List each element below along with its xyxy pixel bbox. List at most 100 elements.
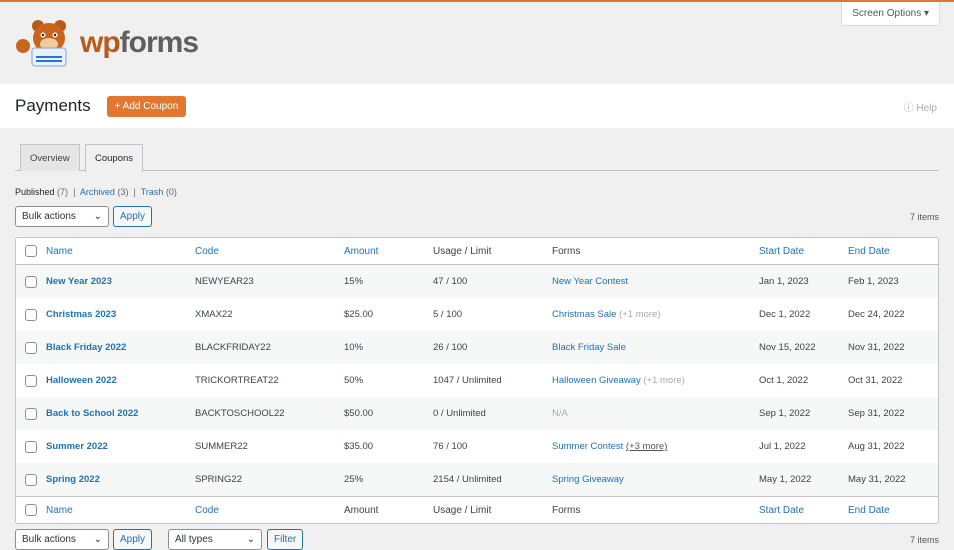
col-name[interactable]: Name — [46, 504, 73, 516]
row-checkbox[interactable] — [25, 407, 37, 420]
coupon-name-link[interactable]: Summer 2022 — [46, 441, 108, 452]
select-all-checkbox[interactable] — [25, 245, 37, 257]
more-forms[interactable]: (+3 more) — [625, 441, 668, 452]
start-date: Sep 1, 2022 — [759, 408, 811, 419]
coupon-amount: $50.00 — [344, 408, 374, 419]
coupon-forms: New Year Contest — [552, 276, 759, 287]
coupon-amount: 10% — [344, 342, 364, 353]
end-date: May 31, 2022 — [848, 474, 906, 485]
coupon-code: SUMMER22 — [195, 441, 248, 452]
tab-overview[interactable]: Overview — [20, 144, 80, 171]
col-forms: Forms — [552, 504, 581, 516]
coupon-usage: 47 / 100 — [433, 276, 468, 287]
row-checkbox[interactable] — [25, 308, 37, 321]
screen-options-button[interactable]: Screen Options ▾ — [841, 2, 940, 26]
form-link[interactable]: Black Friday Sale — [552, 342, 626, 353]
coupon-forms: Summer Contest (+3 more) — [552, 441, 759, 452]
start-date: Oct 1, 2022 — [759, 375, 809, 386]
filter-published[interactable]: Published — [15, 187, 55, 197]
col-name[interactable]: Name — [46, 245, 73, 257]
select-all-checkbox[interactable] — [25, 504, 37, 516]
table-row: Spring 2022 SPRING22 25% 2154 / Unlimite… — [16, 463, 938, 496]
wpforms-logo: wpforms — [14, 18, 199, 68]
table-header: Name Code Amount Usage / Limit Forms Sta… — [16, 238, 938, 265]
table-row: Back to School 2022 BACKTOSCHOOL22 $50.0… — [16, 397, 938, 430]
table-row: Christmas 2023 XMAX22 $25.00 5 / 100 Chr… — [16, 298, 938, 331]
col-end-date[interactable]: End Date — [848, 504, 890, 516]
page-title: Payments — [15, 96, 91, 115]
trash-count: (0) — [165, 187, 177, 197]
form-link[interactable]: Summer Contest — [552, 441, 624, 452]
status-filters: Published (7) | Archived (3) | Trash (0) — [15, 187, 177, 197]
row-checkbox[interactable] — [25, 473, 37, 486]
row-checkbox[interactable] — [25, 440, 37, 453]
col-code[interactable]: Code — [195, 504, 219, 516]
form-link[interactable]: Halloween Giveaway — [552, 375, 641, 386]
row-checkbox[interactable] — [25, 341, 37, 354]
separator: | — [133, 187, 136, 197]
table-row: Halloween 2022 TRICKORTREAT22 50% 1047 /… — [16, 364, 938, 397]
table-row: New Year 2023 NEWYEAR23 15% 47 / 100 New… — [16, 265, 938, 298]
col-amount[interactable]: Amount — [344, 504, 379, 516]
filter-archived[interactable]: Archived — [79, 187, 115, 197]
table-footer: Name Code Amount Usage / Limit Forms Sta… — [16, 496, 938, 523]
form-na: N/A — [552, 408, 568, 419]
start-date: Nov 15, 2022 — [759, 342, 816, 353]
end-date: Feb 1, 2023 — [848, 276, 899, 287]
items-count-bottom: 7 items — [909, 535, 939, 545]
coupon-name-link[interactable]: Halloween 2022 — [46, 375, 117, 386]
coupon-name-link[interactable]: Spring 2022 — [46, 474, 100, 485]
end-date: Sep 31, 2022 — [848, 408, 905, 419]
coupon-code: XMAX22 — [195, 309, 233, 320]
bear-mascot-icon — [16, 20, 67, 67]
col-usage: Usage / Limit — [433, 245, 492, 257]
form-link[interactable]: Christmas Sale — [552, 309, 617, 320]
col-start-date[interactable]: Start Date — [759, 504, 805, 516]
col-usage: Usage / Limit — [433, 504, 492, 516]
end-date: Dec 24, 2022 — [848, 309, 905, 320]
coupon-forms: Black Friday Sale — [552, 342, 759, 353]
coupon-name-link[interactable]: Black Friday 2022 — [46, 342, 127, 353]
coupon-code: SPRING22 — [195, 474, 242, 485]
coupon-amount: $25.00 — [344, 309, 374, 320]
coupon-name-link[interactable]: Christmas 2023 — [46, 309, 117, 320]
coupon-code: BLACKFRIDAY22 — [195, 342, 271, 353]
published-count: (7) — [57, 187, 69, 197]
table-row: Black Friday 2022 BLACKFRIDAY22 10% 26 /… — [16, 331, 938, 364]
start-date: Jan 1, 2023 — [759, 276, 809, 287]
col-end-date[interactable]: End Date — [848, 245, 890, 257]
archived-count: (3) — [117, 187, 129, 197]
start-date: Jul 1, 2022 — [759, 441, 806, 452]
coupon-amount: 50% — [344, 375, 364, 386]
more-forms: (+1 more) — [643, 375, 685, 386]
help-link[interactable]: ⓘ Help — [903, 103, 937, 114]
coupon-amount: 25% — [344, 474, 364, 485]
coupon-name-link[interactable]: Back to School 2022 — [46, 408, 139, 419]
end-date: Oct 31, 2022 — [848, 375, 903, 386]
coupon-amount: $35.00 — [344, 441, 374, 452]
coupons-table: Name Code Amount Usage / Limit Forms Sta… — [15, 237, 939, 524]
bulk-actions-select[interactable]: Bulk actions ⌄ — [15, 206, 109, 227]
coupon-name-link[interactable]: New Year 2023 — [46, 276, 112, 287]
row-checkbox[interactable] — [25, 374, 37, 387]
items-count: 7 items — [909, 212, 939, 222]
col-start-date[interactable]: Start Date — [759, 245, 805, 257]
apply-button[interactable]: Apply — [113, 206, 153, 227]
start-date: May 1, 2022 — [759, 474, 812, 485]
coupon-usage: 5 / 100 — [433, 309, 463, 320]
end-date: Aug 31, 2022 — [848, 441, 905, 452]
coupon-code: TRICKORTREAT22 — [195, 375, 279, 386]
col-code[interactable]: Code — [195, 245, 219, 257]
tab-coupons[interactable]: Coupons — [85, 144, 144, 172]
coupon-forms: Halloween Giveaway (+1 more) — [552, 375, 759, 386]
filter-trash[interactable]: Trash — [140, 187, 164, 197]
col-amount[interactable]: Amount — [344, 245, 379, 257]
row-checkbox[interactable] — [25, 275, 37, 288]
form-link[interactable]: New Year Contest — [552, 276, 629, 287]
coupon-forms: N/A — [552, 408, 759, 419]
logo-text: wpforms — [80, 26, 199, 59]
coupon-usage: 2154 / Unlimited — [433, 474, 502, 485]
add-coupon-button[interactable]: + Add Coupon — [106, 95, 187, 117]
coupon-forms: Spring Giveaway — [552, 474, 759, 485]
form-link[interactable]: Spring Giveaway — [552, 474, 624, 485]
